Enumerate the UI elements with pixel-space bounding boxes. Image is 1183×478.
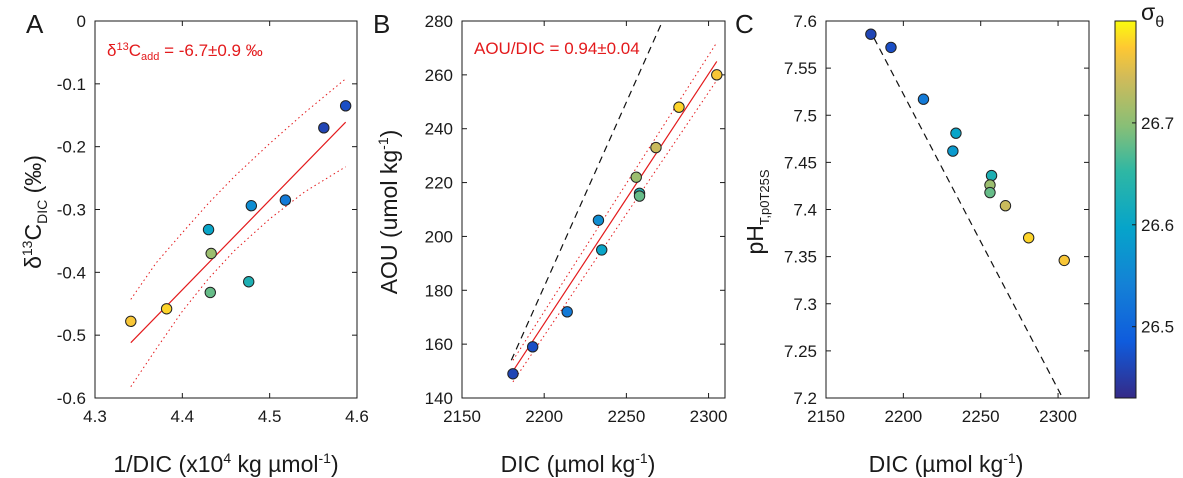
panel-b-ylabel: AOU (umol kg-1) — [375, 130, 402, 295]
panel-a-data-point — [339, 100, 352, 112]
panel-c-ytick-label: 7.3 — [793, 295, 817, 314]
panel-c-data-point — [917, 93, 930, 105]
panel-a-ylabel: δ13CDIC (‰) — [19, 155, 50, 269]
panel-a-xtick-label: 4.5 — [258, 407, 282, 426]
panel-b-data-point — [592, 214, 605, 226]
panel-a-data-point — [245, 200, 258, 212]
panel-c-xtick-label: 2300 — [1039, 407, 1077, 426]
panel-c-data-point — [1058, 254, 1070, 267]
panel-b-ytick-label: 240 — [425, 120, 453, 139]
panel-c-data-point — [985, 169, 998, 182]
panel-c-data-point — [999, 200, 1012, 212]
panel-b-dashed-line — [510, 20, 664, 361]
panel-b-axes-box — [461, 20, 726, 399]
panel-b-ci-lower — [512, 79, 718, 383]
panel-c-axes-box — [825, 20, 1090, 399]
panel-b-data-point — [630, 171, 642, 183]
panel-b-xtick-label: 2150 — [443, 407, 481, 426]
colorbar-tick-label: 26.6 — [1141, 216, 1174, 235]
colorbar: 26.5 26.6 26.7 σθ — [1114, 0, 1174, 399]
panel-a-data-point — [160, 303, 173, 315]
panel-b-ytick-label: 280 — [425, 12, 453, 31]
panel-a-xlabel: 1/DIC (x104 kg µmol-1) — [113, 450, 338, 477]
panel-b-ci-upper — [512, 42, 718, 361]
panel-a-ytick-label: 0 — [77, 12, 86, 31]
panel-c-xtick-label: 2200 — [884, 407, 922, 426]
panel-c-ytick-label: 7.35 — [784, 248, 817, 267]
panel-a-data-point — [125, 315, 137, 328]
panel-a-annotation: δ13Cadd = -6.7±0.9 ‰ — [107, 41, 263, 63]
panel-c-data-point — [865, 28, 877, 40]
panel-b-xtick-label: 2200 — [525, 407, 563, 426]
panel-b-ytick-label: 220 — [425, 174, 453, 193]
colorbar-label: σθ — [1141, 0, 1164, 31]
panel-a-ytick-label: -0.3 — [57, 201, 86, 220]
panel-a-xtick-label: 4.4 — [171, 407, 195, 426]
panel-b-data-point — [561, 306, 573, 318]
panel-c-data-point — [885, 41, 897, 54]
panel-b: B 2150 2200 2250 2300 140 160 180 200 220 240 260 2… — [373, 9, 727, 477]
panel-b-fit-line — [512, 61, 718, 372]
panel-a-ytick-label: -0.6 — [57, 389, 86, 408]
panel-b-data-point — [633, 190, 646, 202]
panel-a-xtick-label: 4.3 — [83, 407, 107, 426]
panel-b-ytick-label: 160 — [425, 335, 453, 354]
panel-c-data-point — [947, 145, 959, 157]
panel-c-ytick-label: 7.45 — [784, 153, 817, 172]
panel-a-ytick-label: -0.5 — [57, 326, 86, 345]
panel-letter-c: C — [735, 9, 754, 39]
panel-a-ci-lower — [130, 166, 346, 387]
panel-a-data-point — [318, 122, 330, 134]
panel-c: C 2150 2200 2250 2300 7.2 7.25 7.3 7.35 7.4 7.45 7… — [735, 9, 1090, 477]
panel-a-ytick-label: -0.2 — [57, 138, 86, 157]
panel-a-ci-upper — [130, 78, 346, 300]
panel-b-ytick-label: 180 — [425, 281, 453, 300]
panel-c-ytick-label: 7.2 — [793, 389, 817, 408]
panel-c-data-point — [984, 186, 996, 199]
panel-b-ytick-label: 260 — [425, 66, 453, 85]
panel-b-ytick-label: 200 — [425, 227, 453, 246]
panel-a-data-point — [205, 247, 217, 260]
panel-b-data-point — [650, 141, 662, 154]
panel-a-ytick-label: -0.4 — [57, 263, 86, 282]
panel-c-data-point — [950, 127, 962, 139]
panel-a-data-point — [243, 276, 255, 288]
panel-c-data-point — [1022, 232, 1035, 244]
panel-c-xtick-label: 2250 — [962, 407, 1000, 426]
panel-letter-b: B — [373, 9, 390, 39]
panel-b-data-point — [507, 368, 519, 380]
panel-a: A 4.3 4.4 4.5 4.6-0.6-0.5-0.4-0.3-0.2-0.10 … — [19, 9, 369, 477]
panel-c-dashed-line — [873, 37, 1062, 396]
colorbar-gradient — [1114, 20, 1137, 399]
colorbar-tick-label: 26.5 — [1141, 318, 1174, 337]
panel-b-ytick-label: 140 — [425, 389, 453, 408]
colorbar-tick-label: 26.7 — [1141, 114, 1174, 133]
panel-b-xtick-label: 2250 — [607, 407, 645, 426]
panel-a-data-point — [204, 286, 216, 299]
panel-letter-a: A — [26, 9, 44, 39]
panel-b-data-point — [673, 101, 685, 113]
panel-c-ytick-label: 7.6 — [793, 12, 817, 31]
panel-c-xlabel: DIC (µmol kg-1) — [869, 450, 1024, 477]
panel-a-ytick-label: -0.1 — [57, 75, 86, 94]
panel-b-xtick-label: 2300 — [690, 407, 728, 426]
panel-b-xlabel: DIC (µmol kg-1) — [501, 450, 656, 477]
panel-a-xtick-label: 4.6 — [345, 407, 369, 426]
panel-a-axes-box — [94, 20, 358, 399]
panel-a-data-point — [202, 223, 215, 236]
panel-b-data-point — [596, 244, 608, 256]
panel-c-ytick-label: 7.25 — [784, 342, 817, 361]
panel-b-data-point — [526, 341, 539, 353]
panel-c-ytick-label: 7.5 — [793, 106, 817, 125]
panel-c-xtick-label: 2150 — [807, 407, 845, 426]
panel-a-data-point — [279, 194, 292, 206]
panel-c-ytick-label: 7.4 — [793, 201, 817, 220]
panel-c-ylabel: pHT,p0T25S — [742, 169, 772, 254]
panel-b-data-point — [711, 69, 723, 81]
panel-c-ytick-label: 7.55 — [784, 59, 817, 78]
panel-b-annotation: AOU/DIC = 0.94±0.04 — [474, 39, 640, 58]
